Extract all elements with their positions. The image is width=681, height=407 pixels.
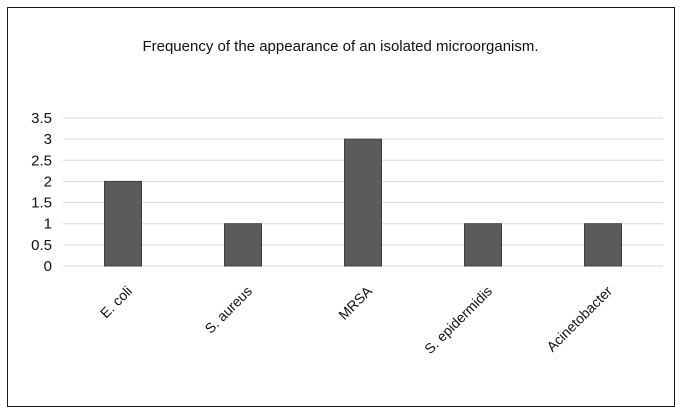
y-tick-label: 0 xyxy=(44,258,52,275)
x-category-label: Acinetobacter xyxy=(543,283,615,355)
y-axis-ticks: 0 0.5 1 1.5 2 2.5 3 3.5 xyxy=(31,110,52,275)
y-tick-label: 1 xyxy=(44,216,52,233)
x-category-label: S. aureus xyxy=(201,283,255,337)
x-category-label: MRSA xyxy=(335,282,375,322)
bar-s-epidermidis xyxy=(464,223,502,267)
chart-title: Frequency of the appearance of an isolat… xyxy=(142,38,539,55)
bars xyxy=(104,138,622,267)
bar-s-aureus xyxy=(224,223,262,267)
x-axis-labels: E. coli S. aureus MRSA S. epidermidis Acinet… xyxy=(97,282,616,357)
y-tick-label: 1.5 xyxy=(31,195,52,212)
y-tick-label: 3.5 xyxy=(31,110,52,127)
bar-acinetobacter xyxy=(584,223,622,267)
y-tick-label: 0.5 xyxy=(31,237,52,254)
x-category-label: E. coli xyxy=(97,283,135,321)
x-category-label: S. epidermidis xyxy=(421,283,495,357)
y-tick-label: 3 xyxy=(44,131,52,148)
bar-e-coli xyxy=(104,180,142,267)
bar-mrsa xyxy=(344,138,382,267)
y-tick-label: 2.5 xyxy=(31,152,52,169)
y-tick-label: 2 xyxy=(44,173,52,190)
